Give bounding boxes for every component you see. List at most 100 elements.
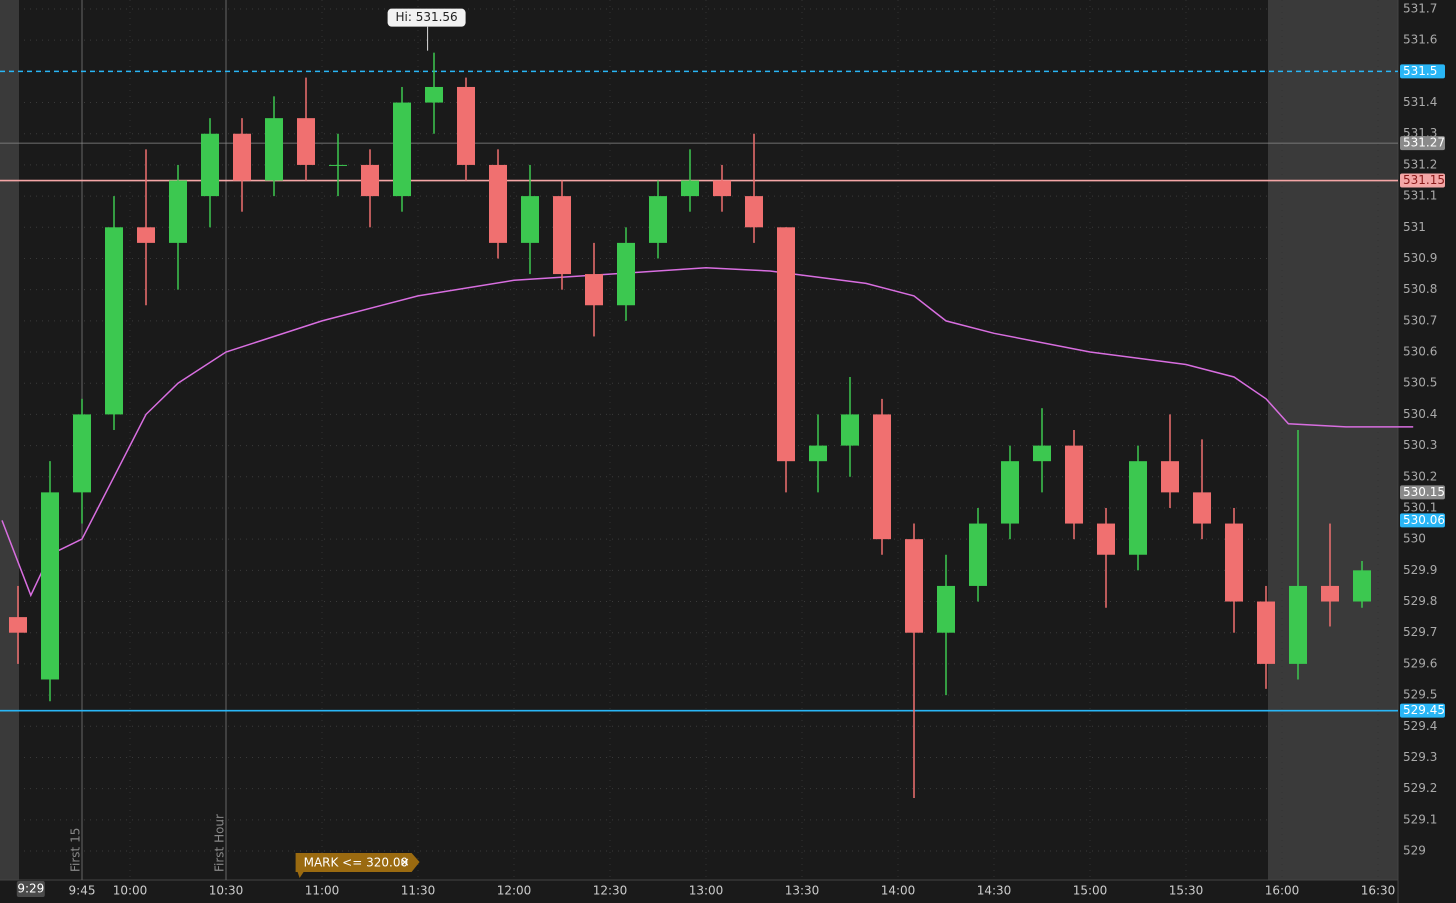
y-tick-label: 529.8	[1403, 594, 1437, 608]
vwap-line	[1, 267, 1414, 598]
candle-body	[393, 102, 411, 197]
y-tick-label: 531	[1403, 220, 1426, 234]
candle-body	[585, 274, 603, 306]
price-tag-label: 530.15	[1403, 485, 1445, 499]
candle-body	[937, 585, 955, 633]
candle-body	[1321, 585, 1339, 602]
x-tick-label: 15:00	[1073, 884, 1108, 898]
price-tag-label: 530.06	[1403, 513, 1445, 527]
candle-body	[425, 86, 443, 103]
y-tick-label: 530.1	[1403, 500, 1437, 514]
candle-body	[969, 523, 987, 586]
premarket-shade	[0, 0, 19, 880]
y-tick-label: 530.6	[1403, 345, 1437, 359]
x-tick-label: 16:30	[1361, 884, 1396, 898]
alert-label: MARK <= 320.00	[304, 856, 409, 870]
price-tag-label: 531.5	[1403, 64, 1437, 78]
candle-body	[1193, 492, 1211, 524]
y-tick-label: 531.1	[1403, 189, 1437, 203]
x-tick-label: 15:30	[1169, 884, 1204, 898]
candle-body	[297, 118, 315, 165]
y-tick-label: 530.8	[1403, 282, 1437, 296]
x-tick-label: 14:00	[881, 884, 916, 898]
candle-body	[1097, 523, 1115, 555]
candle-body	[745, 196, 763, 228]
annotation-label: Hi: 531.56	[395, 10, 457, 24]
session-marker-label: First Hour	[213, 814, 227, 872]
y-tick-label: 530.2	[1403, 469, 1437, 483]
y-tick-label: 530.9	[1403, 251, 1437, 265]
y-tick-label: 531.6	[1403, 33, 1437, 47]
candle-body	[457, 86, 475, 165]
candle-body	[233, 133, 251, 181]
candle-body	[105, 227, 123, 415]
candle-body	[201, 133, 219, 197]
y-tick-label: 529	[1403, 844, 1426, 858]
y-tick-label: 529.6	[1403, 656, 1437, 670]
x-tick-label: 16:00	[1265, 884, 1300, 898]
y-tick-label: 529.5	[1403, 688, 1437, 702]
candle-body	[73, 414, 91, 493]
candle-body	[809, 445, 827, 462]
candle-body	[777, 227, 795, 462]
candle-body	[681, 180, 699, 197]
y-tick-label: 530	[1403, 532, 1426, 546]
candle-body	[1161, 461, 1179, 493]
candle-body	[1353, 570, 1371, 602]
x-tick-label: 10:00	[113, 884, 148, 898]
y-tick-label: 529.4	[1403, 719, 1437, 733]
cursor-box	[16, 881, 45, 897]
cursor-label: 9:29	[17, 882, 44, 896]
candle-body	[265, 118, 283, 181]
y-tick-label: 529.9	[1403, 563, 1437, 577]
price-tag	[1400, 173, 1445, 188]
candle-body	[617, 242, 635, 306]
price-tag-label: 531.15	[1403, 173, 1445, 187]
y-tick-label: 529.7	[1403, 625, 1437, 639]
x-tick-label: 13:30	[785, 884, 820, 898]
x-tick-label: 11:00	[305, 884, 340, 898]
annotation-box	[387, 8, 466, 27]
alert-badge	[295, 853, 420, 878]
candle-body	[521, 196, 539, 243]
x-tick-label: 9:45	[69, 884, 96, 898]
candle-body	[841, 414, 859, 446]
price-tag-label: 531.27	[1403, 136, 1445, 150]
candle-body	[1257, 601, 1275, 664]
candle-body	[1033, 445, 1051, 462]
candle-body	[1289, 585, 1307, 664]
session-marker-label: First 15	[69, 828, 83, 872]
y-tick-label: 529.2	[1403, 781, 1437, 795]
candle-body	[649, 196, 667, 243]
candle-body	[713, 180, 731, 197]
y-tick-label: 531.2	[1403, 157, 1437, 171]
x-tick-label: 10:30	[209, 884, 244, 898]
candle-body	[9, 617, 27, 633]
x-tick-label: 11:30	[401, 884, 436, 898]
y-tick-label: 530.3	[1403, 438, 1437, 452]
y-tick-label: 529.3	[1403, 750, 1437, 764]
candle-body	[169, 180, 187, 243]
candle-body	[329, 164, 347, 166]
y-tick-label: 531.4	[1403, 95, 1437, 109]
candle-body	[137, 227, 155, 243]
candle-body	[553, 196, 571, 275]
candle-body	[41, 492, 59, 680]
x-tick-label: 14:30	[977, 884, 1012, 898]
candle-body	[1129, 461, 1147, 555]
afterhours-shade	[1268, 0, 1398, 880]
x-tick-label: 12:00	[497, 884, 532, 898]
price-tag	[1400, 64, 1445, 79]
candle-body	[873, 414, 891, 540]
x-tick-label: 13:00	[689, 884, 724, 898]
candle-body	[1225, 523, 1243, 602]
price-tag	[1400, 485, 1445, 500]
candle-body	[1001, 461, 1019, 524]
candle-body	[1065, 445, 1083, 524]
price-tag	[1400, 703, 1445, 718]
y-tick-label: 531.7	[1403, 2, 1437, 16]
alert-close[interactable]: ✕	[400, 856, 410, 870]
y-tick-label: 529.1	[1403, 812, 1437, 826]
